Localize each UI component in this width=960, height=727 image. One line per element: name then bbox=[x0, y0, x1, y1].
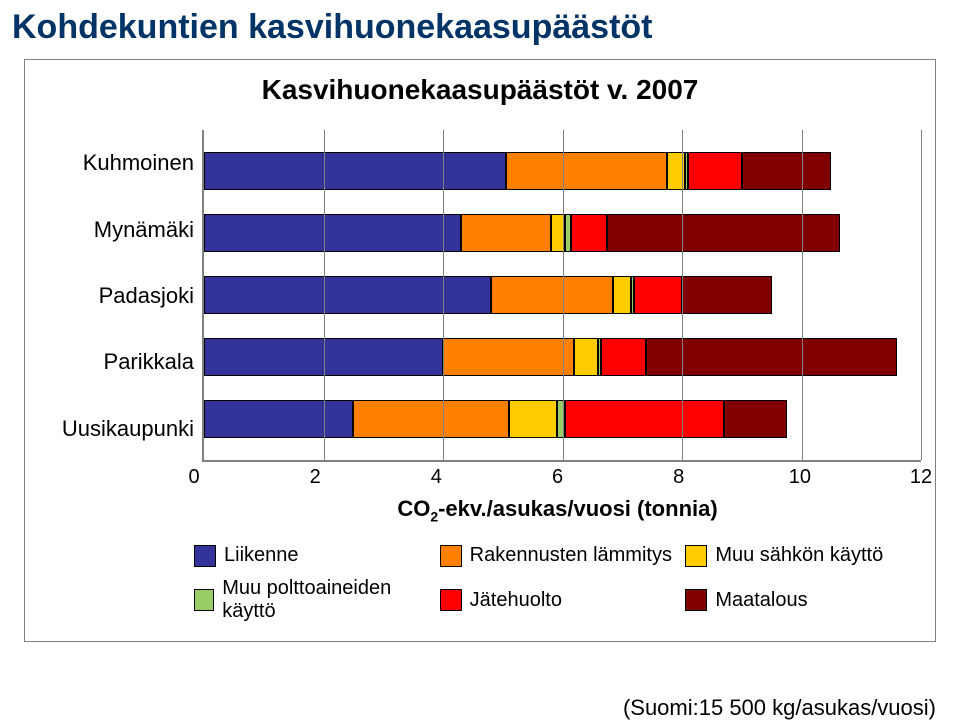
legend-label: Maatalous bbox=[715, 589, 807, 612]
gridline bbox=[443, 130, 444, 460]
bar-segment bbox=[565, 400, 723, 438]
x-axis-ticks: 024681012 bbox=[194, 462, 921, 490]
x-axis-label: CO2-ekv./asukas/vuosi (tonnia) bbox=[194, 490, 921, 524]
legend-item: Liikenne bbox=[194, 544, 430, 567]
bar-segment bbox=[634, 276, 682, 314]
bar-segment bbox=[613, 276, 631, 314]
legend-item: Maatalous bbox=[685, 577, 921, 623]
legend-label: Jätehuolto bbox=[470, 589, 562, 612]
legend-swatch bbox=[440, 589, 462, 611]
bar-segment bbox=[557, 400, 566, 438]
bar-segment bbox=[607, 214, 840, 252]
legend-swatch bbox=[685, 589, 707, 611]
footnote: (Suomi:15 500 kg/asukas/vuosi) bbox=[623, 695, 936, 721]
bar-segment bbox=[574, 338, 598, 376]
x-tick-label: 4 bbox=[431, 466, 442, 489]
gridline bbox=[802, 130, 803, 460]
page-title: Kohdekuntien kasvihuonekaasupäästöt bbox=[0, 0, 960, 59]
plot-area bbox=[202, 130, 921, 462]
y-tick-label: Parikkala bbox=[39, 335, 194, 389]
legend-item: Muu polttoaineiden käyttö bbox=[194, 577, 430, 623]
bar-segment bbox=[204, 276, 491, 314]
chart-title: Kasvihuonekaasupäästöt v. 2007 bbox=[39, 74, 921, 106]
bar-segment bbox=[688, 152, 742, 190]
y-tick-label: Padasjoki bbox=[39, 269, 194, 323]
legend-item: Jätehuolto bbox=[440, 577, 676, 623]
bar-segment bbox=[742, 152, 832, 190]
legend-swatch bbox=[194, 545, 216, 567]
x-tick-label: 6 bbox=[552, 466, 563, 489]
bar-segment bbox=[443, 338, 574, 376]
bar-segment bbox=[724, 400, 787, 438]
bar-segment bbox=[204, 400, 353, 438]
gridline bbox=[324, 130, 325, 460]
x-tick-label: 10 bbox=[789, 466, 811, 489]
legend-label: Rakennusten lämmitys bbox=[470, 544, 672, 567]
plot-row: Kuhmoinen Mynämäki Padasjoki Parikkala Uusik… bbox=[39, 130, 921, 462]
y-axis-labels: Kuhmoinen Mynämäki Padasjoki Parikkala Uusik… bbox=[39, 130, 202, 462]
x-tick-label: 8 bbox=[673, 466, 684, 489]
x-axis-label-row: CO2-ekv./asukas/vuosi (tonnia) bbox=[39, 490, 921, 524]
bar-segment bbox=[461, 214, 551, 252]
x-tick-label: 12 bbox=[910, 466, 932, 489]
bar-segment bbox=[571, 214, 607, 252]
gridline bbox=[682, 130, 683, 460]
legend-item: Rakennusten lämmitys bbox=[440, 544, 676, 567]
bar-segment bbox=[353, 400, 508, 438]
bar-segment bbox=[506, 152, 667, 190]
legend: Liikenne Rakennusten lämmitys Muu sähkön k… bbox=[194, 544, 921, 623]
chart-frame: Kasvihuonekaasupäästöt v. 2007 Kuhmoinen… bbox=[24, 59, 936, 642]
bar-segment bbox=[509, 400, 557, 438]
y-tick-label: Uusikaupunki bbox=[39, 402, 194, 456]
y-tick-label: Mynämäki bbox=[39, 203, 194, 257]
legend-item: Muu sähkön käyttö bbox=[685, 544, 921, 567]
legend-swatch bbox=[194, 589, 214, 611]
bar-segment bbox=[204, 214, 461, 252]
x-tick-label: 2 bbox=[310, 466, 321, 489]
legend-label: Muu polttoaineiden käyttö bbox=[222, 577, 429, 623]
bar-segment bbox=[204, 152, 506, 190]
bar-segment bbox=[491, 276, 613, 314]
legend-swatch bbox=[440, 545, 462, 567]
bar-segment bbox=[682, 276, 772, 314]
legend-swatch bbox=[685, 545, 707, 567]
x-axis-row: 024681012 bbox=[39, 462, 921, 490]
gridline bbox=[921, 130, 922, 460]
legend-label: Liikenne bbox=[224, 544, 299, 567]
gridline bbox=[563, 130, 564, 460]
legend-label: Muu sähkön käyttö bbox=[715, 544, 883, 567]
bar-segment bbox=[601, 338, 646, 376]
y-tick-label: Kuhmoinen bbox=[39, 136, 194, 190]
bar-segment bbox=[646, 338, 897, 376]
x-tick-label: 0 bbox=[188, 466, 199, 489]
